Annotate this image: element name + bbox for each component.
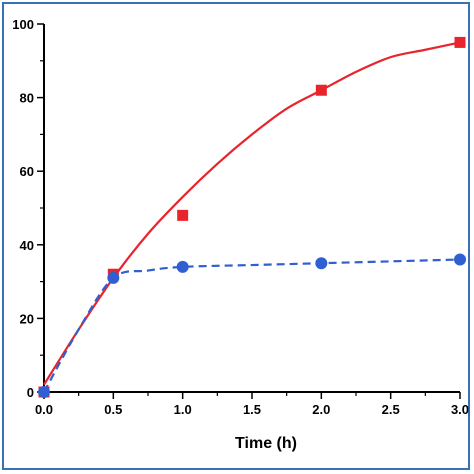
series-2-point [107, 271, 120, 284]
chart-frame [2, 2, 470, 470]
y-tick-label: 80 [20, 91, 34, 106]
series-2-point [38, 386, 50, 398]
y-tick-label: 0 [27, 385, 34, 400]
x-tick-label: 1.0 [174, 402, 192, 417]
x-tick-label: 0.5 [104, 402, 122, 417]
series-1-point [177, 209, 189, 221]
x-tick-label: 2.0 [312, 402, 330, 417]
series-2-point [176, 260, 189, 273]
fit-lines [43, 41, 461, 393]
axes [43, 24, 460, 393]
y-tick-label: 20 [20, 311, 34, 326]
series-2-fit-line [43, 258, 461, 393]
series-1-point [315, 84, 327, 96]
x-tick-label: 2.5 [382, 402, 400, 417]
series-2-point [454, 253, 466, 266]
y-tick-label: 100 [12, 17, 34, 32]
y-tick-label: 60 [20, 164, 34, 179]
series-2-point [315, 257, 328, 270]
x-axis-title: Time (h) [235, 435, 297, 452]
data-points [38, 36, 466, 398]
x-tick-label: 0.0 [35, 402, 53, 417]
x-tick-label: 1.5 [243, 402, 261, 417]
series-1-point [454, 36, 466, 48]
series-1-fit-line [43, 41, 461, 386]
x-tick-label: 3.0 [451, 402, 469, 417]
ticks: 0.0 0.5 1.0 1.5 2.0 2.5 3.0 0 20 40 60 80 100 [12, 17, 469, 417]
y-tick-label: 40 [20, 238, 34, 253]
